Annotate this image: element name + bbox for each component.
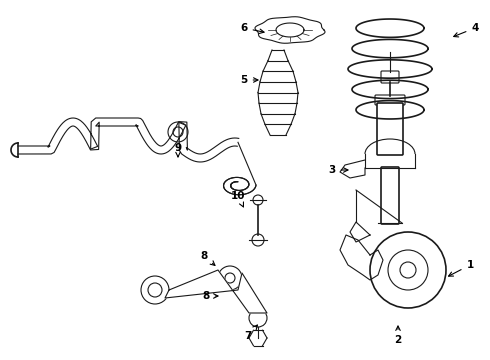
FancyBboxPatch shape bbox=[381, 71, 399, 83]
Circle shape bbox=[253, 195, 263, 205]
Text: 8: 8 bbox=[200, 251, 215, 265]
Circle shape bbox=[252, 234, 264, 246]
Circle shape bbox=[400, 262, 416, 278]
Circle shape bbox=[370, 232, 446, 308]
FancyBboxPatch shape bbox=[381, 167, 399, 224]
Text: 6: 6 bbox=[241, 23, 264, 33]
Circle shape bbox=[141, 276, 169, 304]
Text: 5: 5 bbox=[241, 75, 258, 85]
Text: 2: 2 bbox=[394, 326, 402, 345]
FancyBboxPatch shape bbox=[377, 103, 403, 155]
Text: 8: 8 bbox=[202, 291, 218, 301]
Circle shape bbox=[218, 266, 242, 290]
Circle shape bbox=[225, 273, 235, 283]
Text: 1: 1 bbox=[448, 260, 474, 276]
Circle shape bbox=[249, 309, 267, 327]
Text: 7: 7 bbox=[245, 325, 257, 341]
FancyBboxPatch shape bbox=[375, 95, 405, 105]
Circle shape bbox=[388, 250, 428, 290]
Circle shape bbox=[148, 283, 162, 297]
Text: 10: 10 bbox=[231, 191, 245, 207]
Text: 3: 3 bbox=[328, 165, 348, 175]
Circle shape bbox=[168, 122, 188, 142]
Text: 9: 9 bbox=[174, 143, 182, 157]
Polygon shape bbox=[165, 270, 267, 313]
Text: 4: 4 bbox=[454, 23, 479, 37]
Circle shape bbox=[173, 127, 183, 137]
